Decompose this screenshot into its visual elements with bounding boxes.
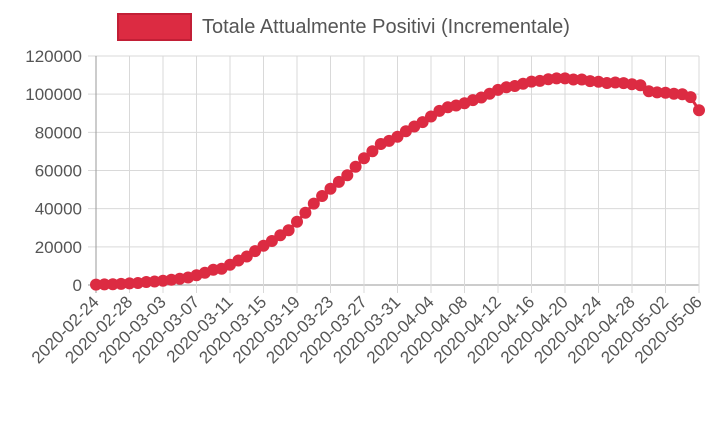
y-tick-label: 60000 [35, 162, 82, 181]
data-point[interactable] [349, 160, 362, 173]
legend[interactable]: Totale Attualmente Positivi (Incremental… [117, 13, 570, 41]
data-point[interactable] [634, 79, 647, 92]
data-point[interactable] [282, 224, 295, 237]
data-point[interactable] [324, 182, 337, 195]
data-point[interactable] [358, 152, 370, 165]
data-point[interactable] [265, 235, 278, 247]
series [90, 72, 705, 291]
y-tick-label: 100000 [25, 85, 82, 104]
data-point[interactable] [332, 175, 345, 188]
data-point[interactable] [291, 215, 303, 228]
data-point[interactable] [307, 197, 320, 210]
data-point[interactable] [316, 190, 329, 202]
data-point[interactable] [550, 72, 563, 85]
x-axis-ticks: 2020-02-242020-02-282020-03-032020-03-07… [28, 292, 706, 367]
legend-swatch [117, 13, 192, 41]
grid [88, 55, 700, 293]
y-tick-label: 40000 [35, 200, 82, 219]
y-tick-label: 0 [73, 276, 82, 295]
data-point[interactable] [98, 278, 111, 291]
y-axis-ticks: 0 20000 40000 60000 80000 100000 120000 [25, 47, 82, 295]
data-point[interactable] [90, 278, 102, 291]
data-point[interactable] [567, 73, 580, 86]
legend-label: Totale Attualmente Positivi (Incremental… [202, 16, 570, 38]
data-point[interactable] [684, 91, 697, 104]
data-point[interactable] [693, 104, 705, 117]
y-tick-label: 120000 [25, 47, 82, 66]
y-tick-label: 20000 [35, 238, 82, 257]
data-point[interactable] [299, 206, 312, 219]
data-point[interactable] [366, 145, 379, 158]
data-point[interactable] [341, 169, 354, 182]
y-tick-label: 80000 [35, 123, 82, 142]
